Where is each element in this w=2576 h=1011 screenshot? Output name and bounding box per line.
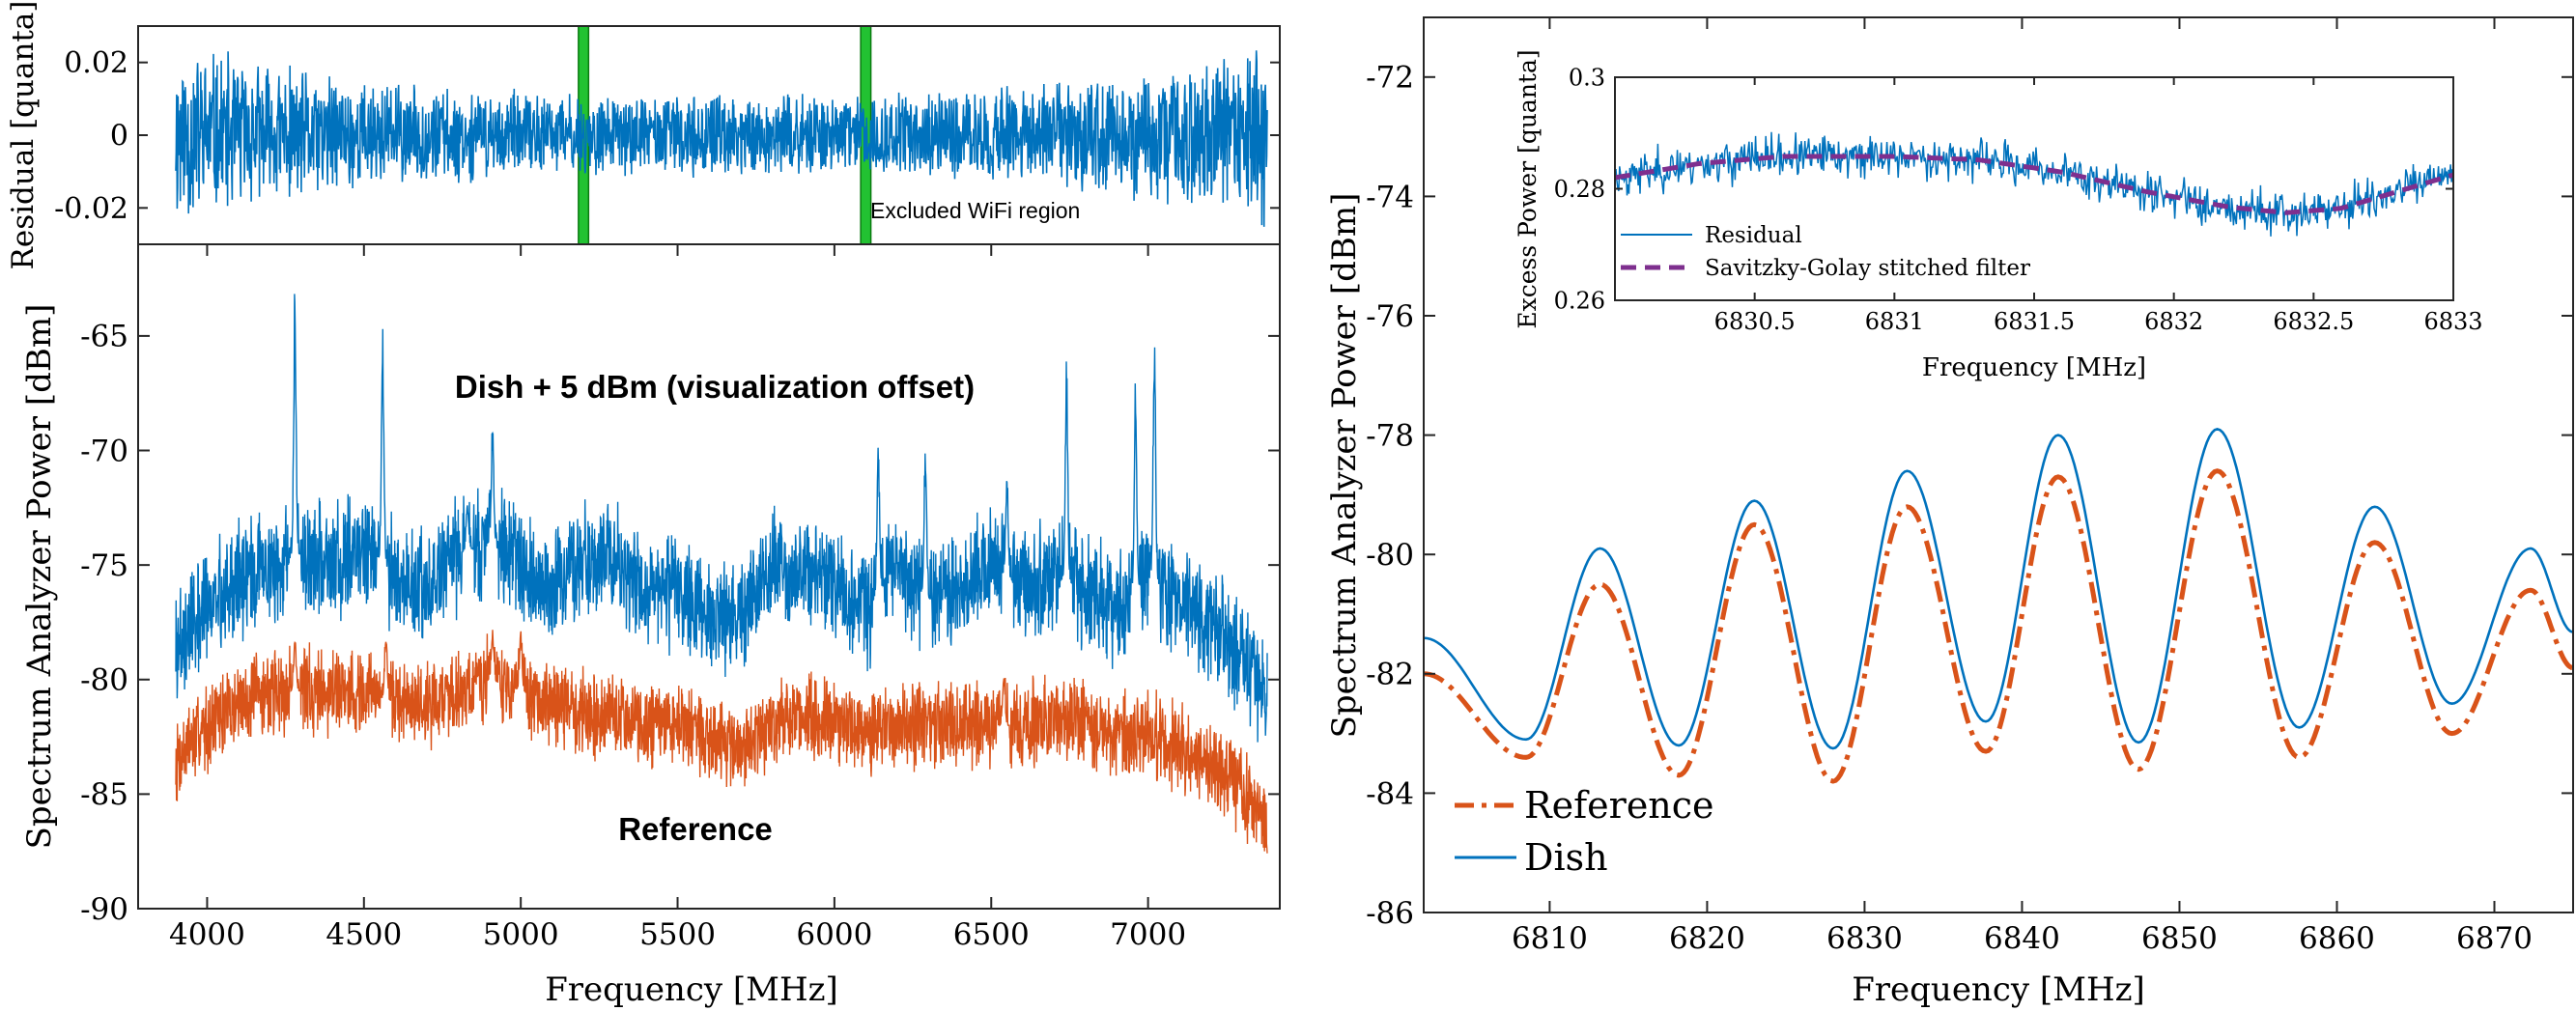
- spectrum-xlabel: Frequency [MHz]: [545, 970, 838, 1009]
- x-tick-label: 6000: [796, 917, 872, 952]
- x-tick-label: 4000: [169, 917, 245, 952]
- x-tick-label: 5000: [483, 917, 559, 952]
- residual-panel: -0.02 0 0.02 Residual [quanta] Excluded Wi…: [6, 1, 1281, 270]
- x-tick-label: 7000: [1110, 917, 1186, 952]
- zoom-xlabel: Frequency [MHz]: [1852, 970, 2145, 1009]
- y-tick-label: -84: [1366, 776, 1414, 811]
- x-tick-label: 5500: [639, 917, 716, 952]
- y-tick-label: -85: [80, 777, 128, 812]
- legend-residual-label: Residual: [1705, 223, 1802, 248]
- x-tick-label: 6820: [1669, 921, 1745, 956]
- legend-sg-label: Savitzky-Golay stitched filter: [1705, 256, 2030, 281]
- dish-zoom-series: [1423, 428, 2574, 750]
- x-tick-label: 6500: [953, 917, 1030, 952]
- inset-plot-area: [1615, 77, 2453, 300]
- y-tick-label: -90: [80, 892, 128, 927]
- y-tick-label: -75: [80, 548, 128, 583]
- x-tick-label: 6870: [2456, 921, 2533, 956]
- y-tick-label: -70: [80, 434, 128, 468]
- inset-ylabel: Excess Power [quanta]: [1514, 49, 1542, 328]
- zoom-ylabel: Spectrum Analyzer Power [dBm]: [1325, 193, 1364, 739]
- x-tick-label: 4500: [326, 917, 402, 952]
- x-tick-label: 6830: [1826, 921, 1903, 956]
- y-tick-label: 0.28: [1554, 176, 1605, 203]
- zoom-legend: Reference Dish: [1455, 784, 1714, 879]
- reference-annotation: Reference: [618, 811, 773, 847]
- inset-xlabel: Frequency [MHz]: [1922, 353, 2146, 382]
- y-tick-label: -74: [1366, 180, 1414, 214]
- y-tick-label: -86: [1366, 896, 1414, 931]
- x-tick-label: 6830.5: [1714, 308, 1796, 335]
- residual-series: [175, 50, 1268, 227]
- dish-offset-annotation: Dish + 5 dBm (visualization offset): [455, 369, 975, 405]
- x-tick-label: 6831.5: [1994, 308, 2075, 335]
- wifi-region-annotation: Excluded WiFi region: [870, 198, 1080, 223]
- residual-ylabel: Residual [quanta]: [6, 1, 41, 270]
- legend-reference-label: Reference: [1524, 784, 1714, 827]
- x-tick-label: 6810: [1512, 921, 1588, 956]
- y-tick-label: 0.3: [1569, 64, 1605, 91]
- y-tick-label: -80: [1366, 538, 1414, 573]
- y-tick-label: -65: [80, 320, 128, 354]
- inset-panel: 6830.5 6831 6831.5 6832 6832.5 6833 0.26 0.28 0…: [1514, 49, 2483, 382]
- x-tick-label: 6850: [2141, 921, 2218, 956]
- x-tick-label: 6832: [2144, 308, 2203, 335]
- y-tick-label: 0.26: [1554, 287, 1605, 314]
- x-tick-label: 6833: [2423, 308, 2482, 335]
- y-tick-label: -0.02: [54, 192, 128, 226]
- zoom-axes-box: [1423, 16, 2574, 913]
- inset-legend: Residual Savitzky-Golay stitched filter: [1621, 223, 2030, 281]
- y-tick-label: -76: [1366, 299, 1414, 334]
- reference-series: [175, 630, 1268, 854]
- reference-zoom-series: [1423, 468, 2574, 784]
- y-tick-label: 0: [110, 120, 128, 154]
- spectrum-ylabel: Spectrum Analyzer Power [dBm]: [20, 304, 59, 850]
- dish-series: [175, 294, 1268, 743]
- spectrum-axes-box: [137, 243, 1281, 910]
- x-tick-label: 6832.5: [2273, 308, 2354, 335]
- x-tick-label: 6860: [2299, 921, 2375, 956]
- y-tick-label: -72: [1366, 61, 1414, 96]
- spectrum-panel: 4000 4500 5000 5500 6000 6500 7000 -90 -85 -80 -7…: [20, 243, 1281, 1009]
- y-tick-label: -82: [1366, 658, 1414, 692]
- y-tick-label: -80: [80, 663, 128, 698]
- y-tick-label: 0.02: [64, 46, 128, 80]
- y-tick-label: -78: [1366, 418, 1414, 453]
- legend-dish-label: Dish: [1524, 836, 1608, 879]
- inset-residual-series: [1614, 131, 2454, 237]
- x-tick-label: 6831: [1865, 308, 1924, 335]
- inset-sg-filter-series: [1614, 154, 2454, 215]
- x-tick-label: 6840: [1984, 921, 2060, 956]
